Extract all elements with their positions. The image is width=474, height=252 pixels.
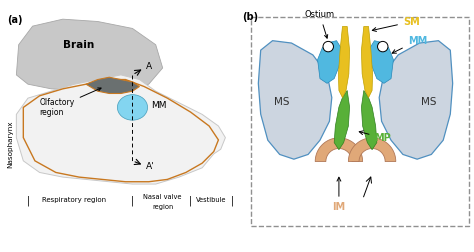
Text: |: | xyxy=(131,195,134,206)
Text: Brain: Brain xyxy=(64,40,95,50)
Polygon shape xyxy=(334,90,350,150)
Text: IM: IM xyxy=(332,177,346,212)
FancyBboxPatch shape xyxy=(251,17,469,226)
Polygon shape xyxy=(315,138,363,162)
Text: Vestibule: Vestibule xyxy=(196,197,227,203)
Text: Nasopharynx: Nasopharynx xyxy=(8,121,14,168)
Polygon shape xyxy=(361,26,373,98)
Polygon shape xyxy=(379,41,453,159)
Polygon shape xyxy=(16,75,226,184)
Polygon shape xyxy=(338,26,350,98)
Polygon shape xyxy=(86,77,139,93)
Text: Nasal valve: Nasal valve xyxy=(144,194,182,200)
Polygon shape xyxy=(16,19,163,91)
Text: |: | xyxy=(189,195,192,206)
Text: MM: MM xyxy=(151,101,166,110)
Text: MS: MS xyxy=(421,97,437,107)
Polygon shape xyxy=(369,41,393,83)
Text: |: | xyxy=(27,195,29,206)
Text: Ostium: Ostium xyxy=(305,10,335,38)
Text: (a): (a) xyxy=(7,15,23,24)
Polygon shape xyxy=(348,138,396,162)
Text: Olfactory
region: Olfactory region xyxy=(39,88,101,117)
Ellipse shape xyxy=(118,95,147,120)
Circle shape xyxy=(323,41,333,52)
Polygon shape xyxy=(318,41,342,83)
Text: SM: SM xyxy=(372,17,419,32)
Text: region: region xyxy=(152,204,173,210)
Text: A: A xyxy=(146,62,153,71)
Circle shape xyxy=(377,41,388,52)
Text: |: | xyxy=(231,195,234,206)
Text: MS: MS xyxy=(274,97,290,107)
Text: (b): (b) xyxy=(242,12,258,22)
Text: A': A' xyxy=(146,162,155,171)
Text: MP: MP xyxy=(359,131,391,143)
Polygon shape xyxy=(361,90,377,150)
Text: Respiratory region: Respiratory region xyxy=(42,197,107,203)
Text: MM: MM xyxy=(392,36,427,53)
Polygon shape xyxy=(258,41,332,159)
